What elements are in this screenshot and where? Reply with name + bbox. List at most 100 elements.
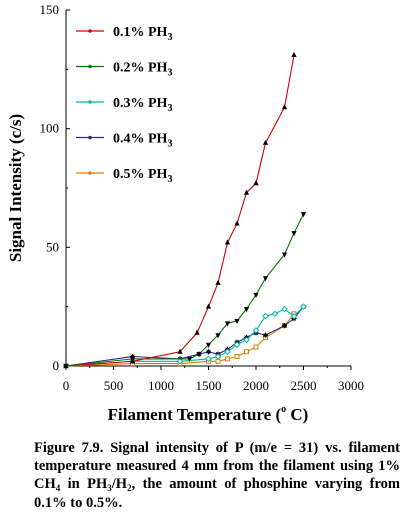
line-chart: 0 500 1000 1500 2000 2500 3000 0 50 100 150 0.1% P… [6, 2, 365, 424]
y-tick-label: 0 [53, 358, 60, 373]
data-point [271, 310, 279, 318]
series-2 [63, 212, 307, 370]
data-point [262, 276, 269, 282]
figure-caption: Figure 7.9. Signal intensity of P (m/e =… [34, 439, 400, 512]
data-point [129, 353, 136, 360]
data-point [205, 355, 212, 363]
data-point [300, 303, 307, 310]
data-point [291, 51, 297, 58]
caption-sub-3: 2 [127, 483, 132, 493]
data-point [194, 329, 200, 335]
legend-label: 0.2% PH3 [113, 61, 172, 79]
caption-text-4: , the amount of phosphine varying from 0… [34, 476, 401, 511]
data-point [262, 332, 269, 338]
caption-sub-2: 3 [107, 483, 112, 493]
data-point [224, 321, 231, 327]
data-point [234, 354, 240, 360]
data-point [186, 356, 193, 363]
legend-label: 0.1% PH3 [113, 25, 172, 43]
legend-label: 0.5% PH3 [113, 167, 172, 185]
data-point [244, 349, 249, 355]
data-point [215, 333, 221, 339]
data-point [215, 279, 221, 285]
data-point [243, 336, 250, 344]
legend-label-sub: 3 [167, 174, 172, 185]
x-axis-title-unit: C) [286, 405, 308, 424]
data-point [225, 356, 230, 362]
caption-text-3: /H [111, 476, 128, 492]
data-point [243, 307, 250, 313]
data-point [63, 362, 69, 368]
y-axis-title: Signal Intensity (c/s) [6, 114, 25, 262]
legend-item-2: 0.2% PH3 [76, 61, 172, 79]
x-tick-label: 2500 [291, 378, 317, 393]
legend-label-sub: 3 [167, 32, 172, 43]
data-point [253, 292, 259, 298]
y-tick-label: 150 [40, 2, 60, 17]
data-point [281, 305, 288, 313]
data-point [214, 353, 222, 360]
series-3 [62, 303, 307, 370]
data-point [253, 180, 259, 186]
data-point [281, 104, 288, 110]
legend-swatch-marker [88, 100, 92, 104]
series-line [65, 306, 304, 367]
caption-text-1: Figure 7.9. Signal intensity of P (m/e =… [34, 440, 400, 492]
legend-swatch-marker [88, 171, 92, 175]
data-point [205, 342, 212, 348]
caption-sub-1: 4 [55, 483, 61, 493]
data-point [224, 348, 231, 356]
legend-item-3: 0.3% PH3 [76, 96, 172, 114]
x-axis-degree-sup: o [281, 404, 286, 415]
x-tick-label: 500 [104, 378, 124, 393]
data-point [291, 231, 297, 237]
data-point [215, 358, 221, 364]
legend-label: 0.3% PH3 [113, 96, 172, 114]
legend-label-text: 0.4% PH [113, 132, 168, 147]
legend-swatch-marker [88, 64, 92, 69]
data-point [281, 252, 288, 258]
legend-label-sub: 3 [167, 103, 172, 114]
legend-label-sub: 3 [167, 68, 172, 79]
legend-label: 0.4% PH3 [113, 132, 172, 150]
data-point [205, 349, 212, 355]
data-point [262, 312, 269, 320]
legend-label-text: 0.3% PH [113, 96, 168, 111]
data-point [253, 344, 259, 350]
data-point [177, 348, 183, 354]
data-point [300, 212, 307, 218]
legend-label-text: 0.5% PH [113, 167, 168, 182]
x-axis-title: Filament Temperature (o C) [108, 404, 309, 424]
data-point [224, 239, 231, 245]
data-point [233, 341, 241, 348]
data-point [129, 358, 136, 364]
series-line [65, 213, 304, 367]
legend-item-5: 0.5% PH3 [76, 167, 172, 185]
legend-label-text: 0.1% PH [113, 25, 168, 40]
x-tick-label: 1000 [148, 378, 174, 393]
legend-label-sub: 3 [167, 139, 172, 150]
data-point [176, 357, 184, 365]
data-point [290, 312, 298, 320]
series-1 [63, 51, 297, 368]
x-tick-label: 3000 [338, 378, 364, 393]
data-point [234, 220, 240, 226]
data-point [262, 139, 269, 145]
series-layer [62, 51, 307, 370]
series-line [65, 313, 295, 367]
y-tick-label: 100 [40, 121, 60, 136]
data-point [196, 352, 202, 358]
legend-item-4: 0.4% PH3 [76, 132, 172, 150]
y-tick-label: 50 [46, 239, 59, 254]
legend-label-text: 0.2% PH [113, 61, 168, 76]
caption-text-2: in PH [60, 476, 108, 492]
data-point [205, 303, 212, 309]
x-axis-title-text: Filament Temperature ( [108, 405, 282, 424]
x-tick-label: 0 [63, 378, 70, 393]
data-point [243, 189, 250, 195]
x-tick-label: 1500 [196, 378, 222, 393]
x-tick-label: 2000 [243, 378, 269, 393]
plot-axes: 0 500 1000 1500 2000 2500 3000 0 50 100 150 [40, 2, 365, 393]
legend-item-1: 0.1% PH3 [76, 25, 172, 43]
